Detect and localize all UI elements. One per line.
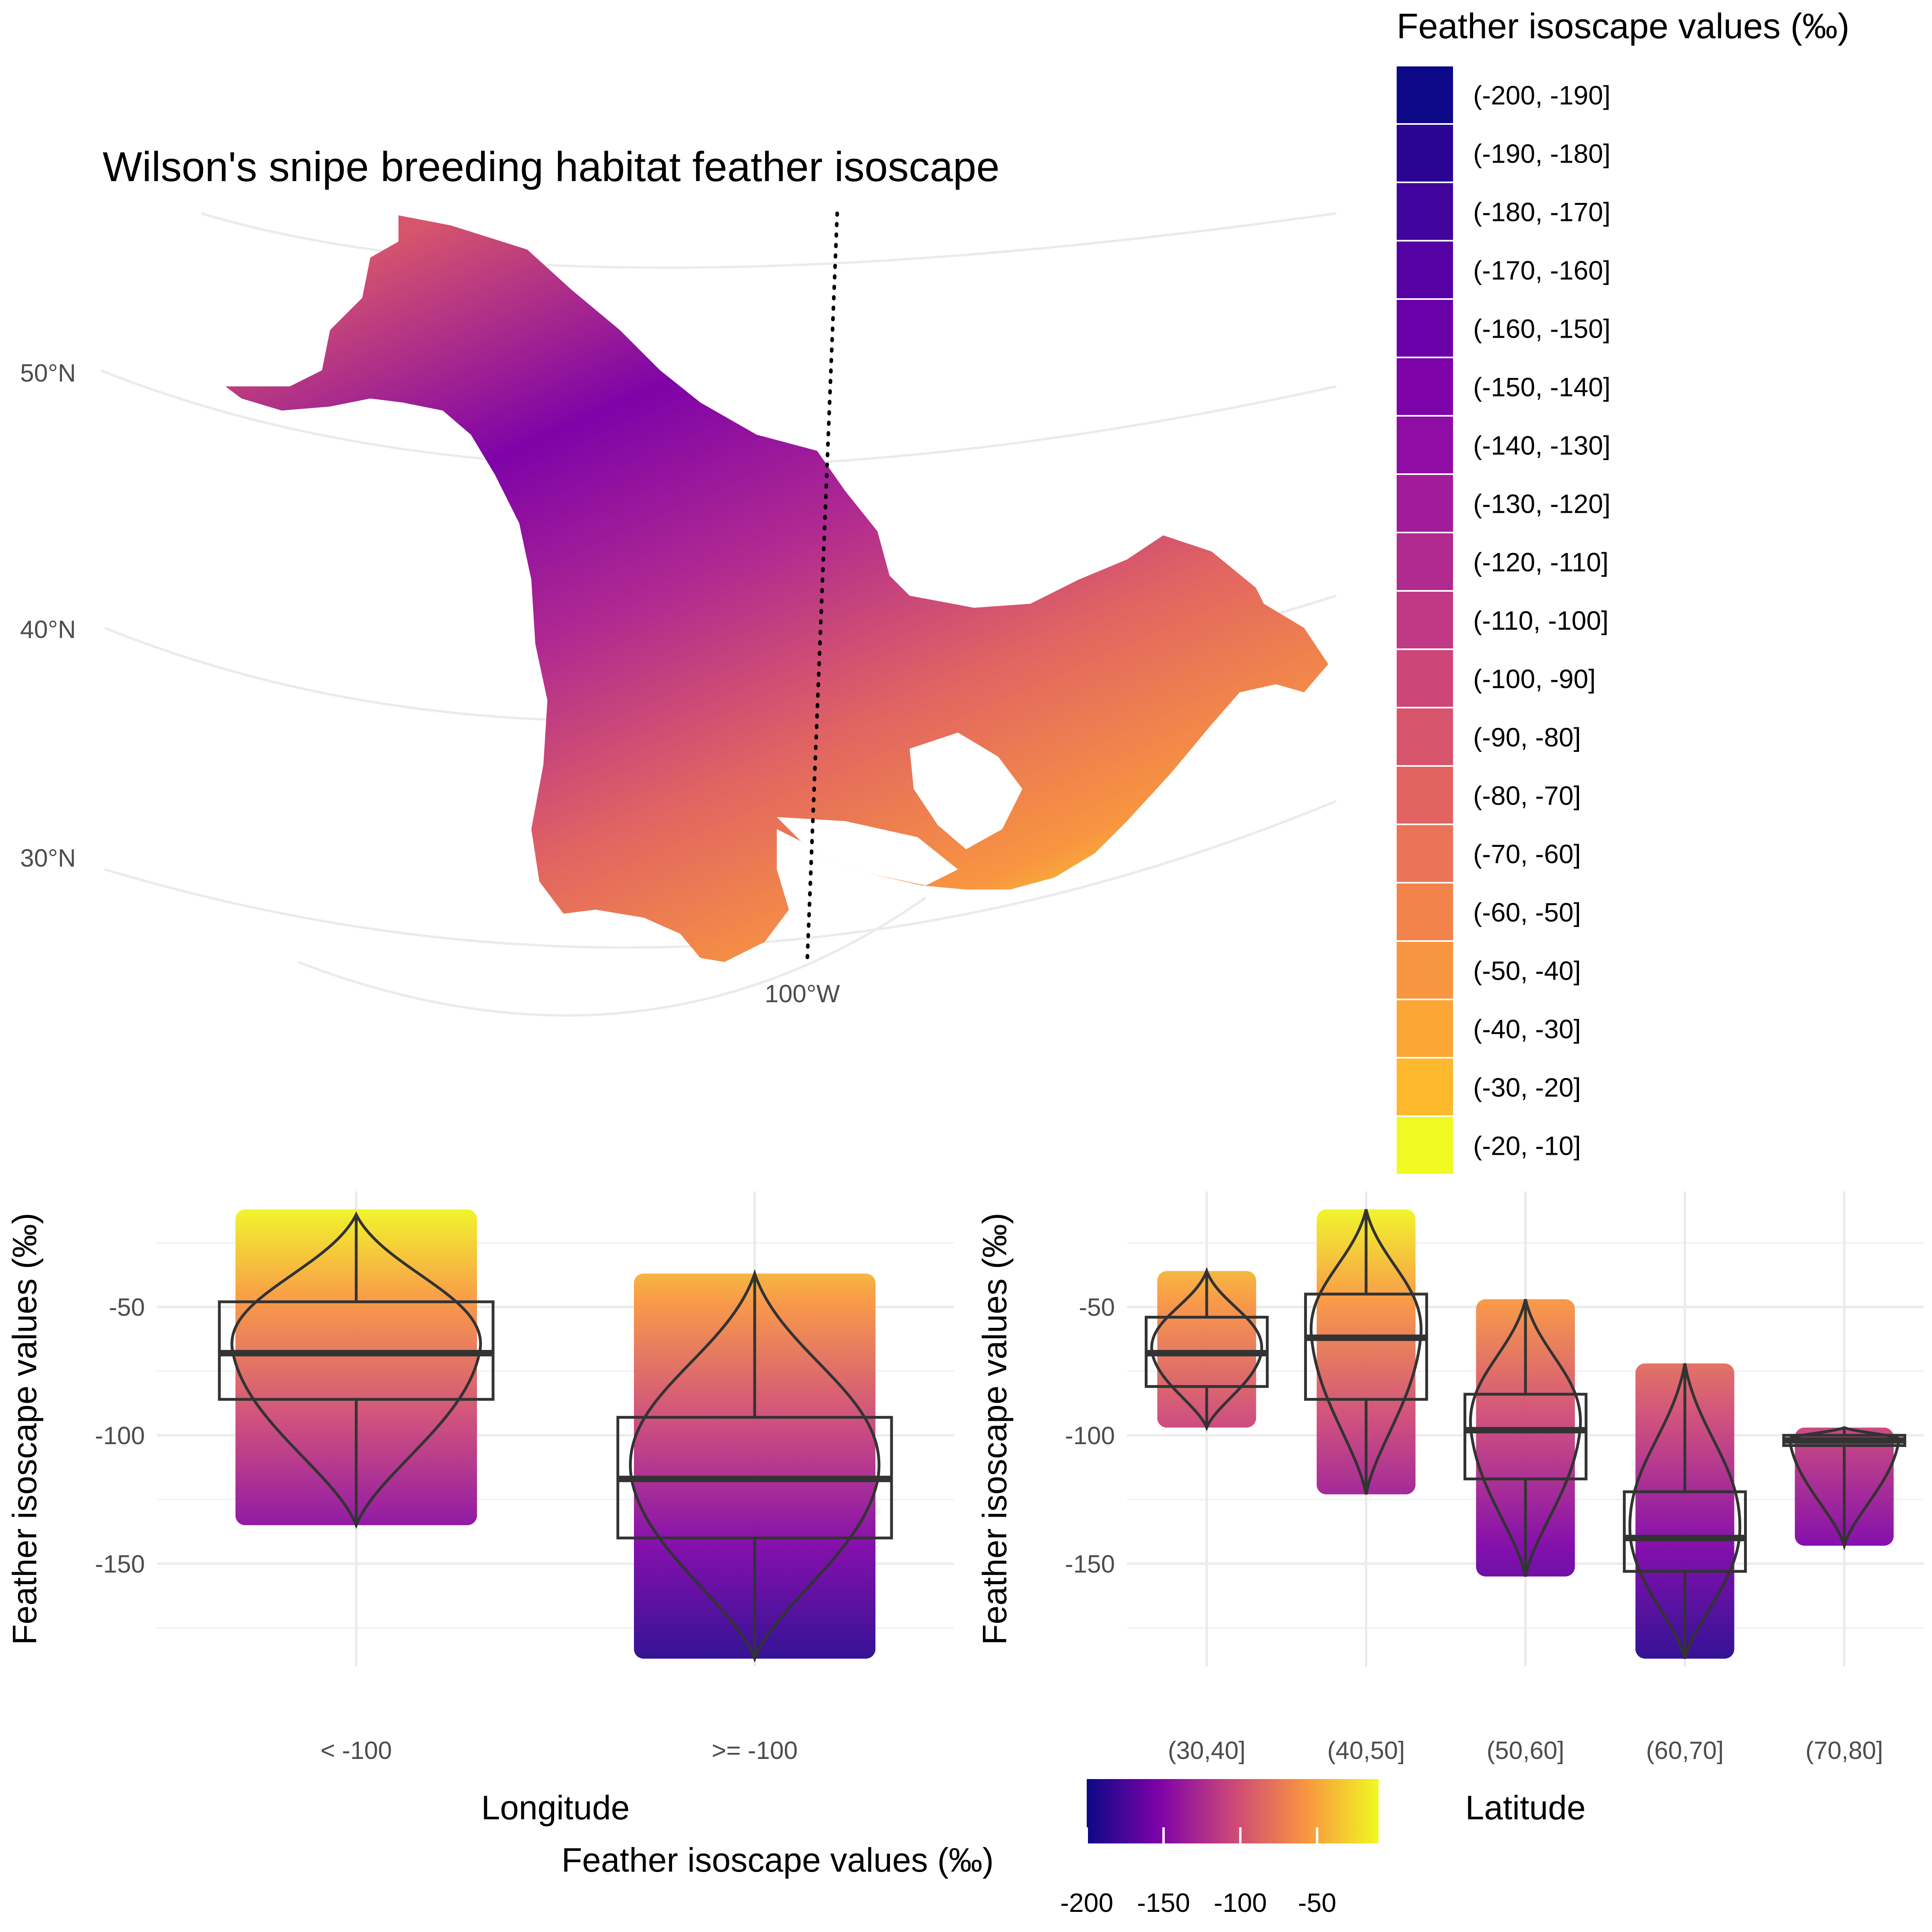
legend-label: (-160, -150]	[1473, 314, 1610, 344]
x-axis-title: Latitude	[1466, 1789, 1586, 1827]
legend-swatch	[1397, 300, 1453, 357]
legend-gradient-bar	[1087, 1779, 1379, 1843]
legend-swatch	[1397, 1117, 1453, 1174]
legend-label: (-40, -30]	[1473, 1014, 1581, 1044]
y-tick-label: -150	[95, 1550, 145, 1578]
legend-swatch	[1397, 66, 1453, 123]
legend-swatch	[1397, 358, 1453, 415]
legend-bins-title: Feather isoscape values (‰)	[1397, 6, 1849, 46]
lat-label-50: 50°N	[20, 359, 76, 387]
legend-label: (-150, -140]	[1473, 372, 1610, 402]
latitude-panel: -50 -100 -150 (30,40] (40,50] (50,60] (60,70] (…	[976, 1191, 1924, 1827]
violin	[1469, 1299, 1582, 1577]
map-isoscape-region	[225, 215, 1328, 962]
legend-swatch	[1397, 650, 1453, 707]
legend-swatch	[1397, 125, 1453, 182]
legend-label: (-80, -70]	[1473, 781, 1581, 811]
violin	[1309, 1209, 1423, 1495]
legend-label: (-70, -60]	[1473, 839, 1581, 869]
y-tick-label: -100	[95, 1422, 145, 1450]
legend-swatch	[1397, 533, 1453, 590]
lat-label-40: 40°N	[20, 616, 76, 644]
jitter-points	[634, 1274, 875, 1659]
legend-label: (-130, -120]	[1473, 489, 1610, 519]
legend-label: (-190, -180]	[1473, 139, 1610, 169]
map-title: Wilson's snipe breeding habitat feather …	[103, 144, 999, 190]
legend-label: (-180, -170]	[1473, 197, 1610, 227]
legend-gradient-tick-label: -200	[1060, 1888, 1113, 1918]
x-tick-label: >= -100	[712, 1737, 798, 1765]
legend-label: (-110, -100]	[1473, 606, 1608, 636]
legend-swatch	[1397, 417, 1453, 473]
x-tick-label: < -100	[320, 1737, 392, 1765]
y-axis-title: Feather isoscape values (‰)	[976, 1213, 1013, 1645]
longitude-panel: -50 -100 -150 < -100 >= -100 Longitude Feather…	[6, 1191, 954, 1827]
legend-label: (-140, -130]	[1473, 431, 1610, 460]
legend-swatch	[1397, 883, 1453, 940]
x-tick-label: (70,80]	[1805, 1737, 1883, 1765]
y-tick-label: -100	[1065, 1422, 1115, 1450]
map-lake	[910, 733, 1022, 849]
legend-swatch	[1397, 183, 1453, 240]
legend-swatch	[1397, 242, 1453, 298]
y-tick-label: -150	[1065, 1550, 1115, 1578]
legend-gradient: Feather isoscape values (‰) -200 -150 -100…	[561, 1779, 1379, 1918]
y-tick-label: -50	[109, 1294, 145, 1321]
x-tick-label: (50,60]	[1486, 1737, 1564, 1765]
legend-gradient-tick-label: -50	[1298, 1888, 1336, 1918]
x-tick-label: (60,70]	[1646, 1737, 1724, 1765]
legend-label: (-60, -50]	[1473, 898, 1581, 927]
legend-label: (-100, -90]	[1473, 664, 1596, 694]
legend-swatch	[1397, 1059, 1453, 1115]
lat-label-30: 30°N	[20, 844, 76, 872]
y-tick-label: -50	[1079, 1294, 1115, 1321]
jitter-points	[1157, 1271, 1256, 1428]
legend-swatch	[1397, 592, 1453, 648]
jitter-points	[1317, 1209, 1416, 1494]
jitter-points	[235, 1209, 477, 1525]
legend-label: (-200, -190]	[1473, 80, 1610, 110]
legend-gradient-ticks: -200 -150 -100 -50	[1060, 1827, 1336, 1918]
legend-gradient-tick-label: -100	[1214, 1888, 1267, 1918]
y-axis-title: Feather isoscape values (‰)	[6, 1213, 43, 1645]
legend-label: (-90, -80]	[1473, 722, 1581, 752]
legend-label: (-120, -110]	[1473, 547, 1608, 577]
map-water-gap	[777, 817, 958, 886]
jitter-points	[1635, 1363, 1734, 1659]
legend-swatch	[1397, 825, 1453, 882]
jitter-points	[1476, 1299, 1575, 1577]
legend-label: (-170, -160]	[1473, 256, 1610, 285]
map-meridian-100w	[805, 211, 839, 968]
legend-label: (-50, -40]	[1473, 956, 1581, 986]
x-tick-label: (30,40]	[1168, 1737, 1245, 1765]
violin	[1628, 1363, 1742, 1659]
legend-gradient-title: Feather isoscape values (‰)	[561, 1841, 994, 1879]
legend-gradient-tick-label: -150	[1137, 1888, 1190, 1918]
legend-swatch	[1397, 708, 1453, 765]
x-tick-label: (40,50]	[1327, 1737, 1405, 1765]
legend-swatch	[1397, 942, 1453, 999]
legend-label: (-20, -10]	[1473, 1131, 1581, 1161]
x-axis-title: Longitude	[481, 1789, 630, 1827]
legend-bins: Feather isoscape values (‰) (-200, -190]…	[1397, 6, 1849, 1174]
map-panel: Wilson's snipe breeding habitat feather …	[20, 144, 1337, 1017]
violin	[230, 1211, 482, 1529]
legend-swatch	[1397, 475, 1453, 532]
violin	[629, 1269, 881, 1663]
lon-label-100w: 100°W	[765, 980, 840, 1008]
violin	[1150, 1267, 1263, 1432]
legend-swatch	[1397, 767, 1453, 824]
legend-label: (-30, -20]	[1473, 1073, 1581, 1102]
legend-swatch	[1397, 1000, 1453, 1057]
